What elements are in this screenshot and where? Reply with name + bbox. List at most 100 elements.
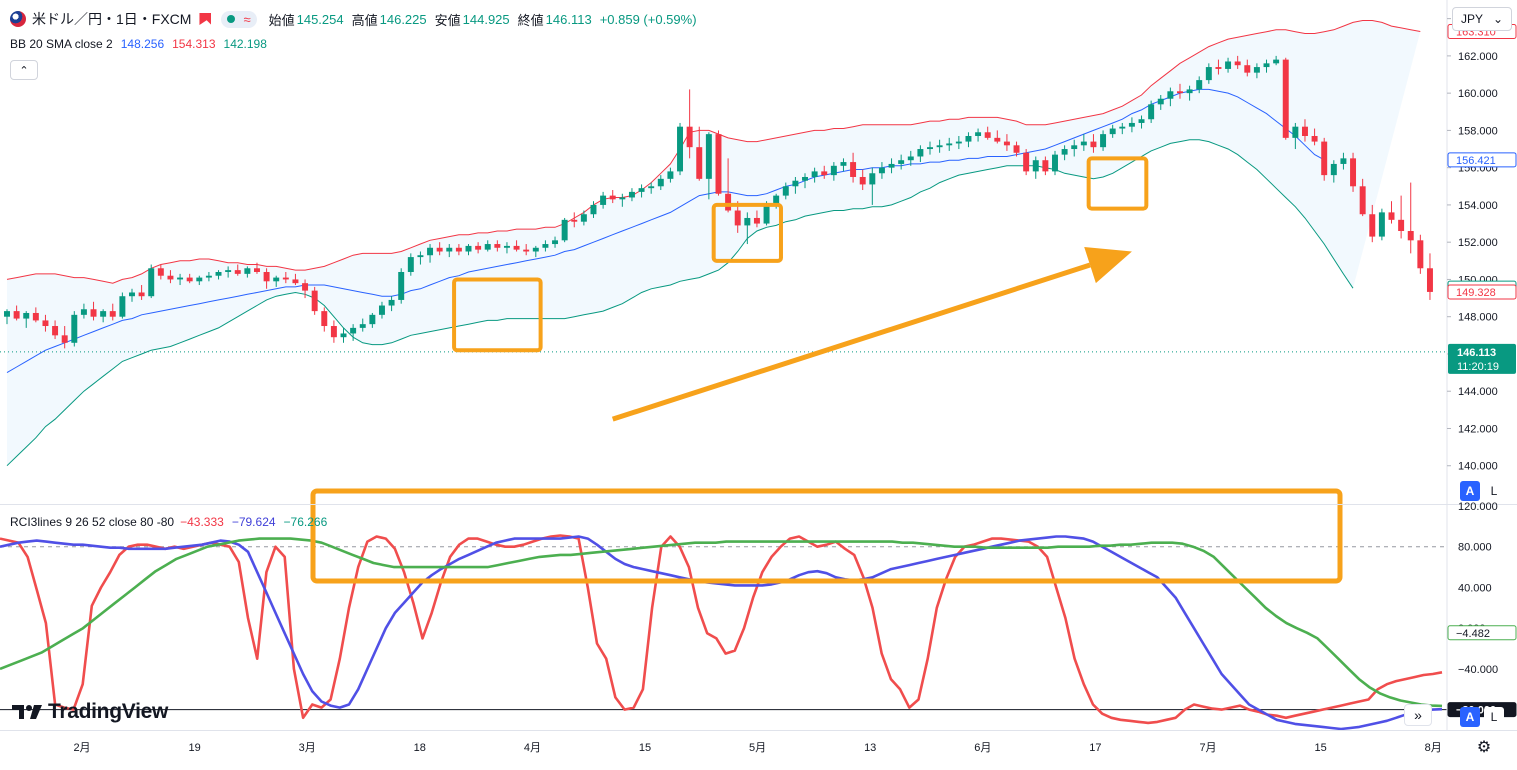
candle	[1128, 117, 1135, 133]
candle	[167, 270, 174, 284]
chevron-up-icon: ⌃	[19, 64, 29, 77]
candle-body	[1003, 141, 1010, 146]
candle	[946, 137, 953, 151]
candle-body	[946, 143, 953, 146]
log-scale-button[interactable]: L	[1484, 481, 1504, 501]
symbol-title[interactable]: 米ドル／円・1日・FXCM	[32, 11, 192, 27]
candle	[119, 292, 126, 319]
time-axis-label: 13	[864, 742, 876, 754]
data-status-pill[interactable]: ≈	[221, 10, 257, 28]
candle	[225, 266, 232, 278]
candle	[1186, 85, 1193, 101]
candle-body	[1119, 126, 1126, 129]
candle	[1301, 119, 1308, 142]
gear-icon[interactable]: ⚙	[1476, 739, 1492, 756]
candle	[715, 130, 722, 196]
scroll-to-realtime-button[interactable]: »	[1404, 704, 1432, 726]
candle	[1157, 95, 1164, 110]
candle	[619, 193, 626, 207]
candle-body	[177, 277, 184, 280]
last-close-badge-bg	[1447, 284, 1517, 300]
auto-scale-button[interactable]: A	[1460, 481, 1480, 501]
current-price-badge: 146.113 11:20:19	[1448, 343, 1516, 374]
candle-body	[157, 268, 164, 276]
candle	[1426, 253, 1433, 300]
candle-body	[571, 219, 578, 222]
candle	[350, 324, 357, 341]
price-tick-label: 152.000	[1458, 237, 1498, 249]
candle-body	[907, 156, 914, 161]
candle	[1177, 83, 1183, 99]
tradingview-logo[interactable]: TradingView	[12, 700, 168, 724]
rci-long-badge-text: −4.482	[1456, 628, 1490, 640]
candle-body	[1417, 240, 1424, 269]
price-axis-panel	[1447, 0, 1517, 770]
candle	[359, 318, 366, 332]
bb-legend[interactable]: BB 20 SMA close 2 148.256 154.313 142.19…	[10, 37, 275, 51]
candle-body	[1407, 231, 1414, 241]
current-price-badge-bg	[1448, 343, 1516, 374]
candle-body	[773, 195, 780, 205]
candle-body	[244, 268, 251, 274]
rci-log-scale-button[interactable]: L	[1484, 707, 1504, 727]
candle-body	[398, 271, 405, 300]
candle-body	[1177, 91, 1183, 94]
candle	[465, 244, 472, 256]
candle-body	[13, 311, 20, 319]
rci-auto-scale-button[interactable]: A	[1460, 707, 1480, 727]
candle	[898, 154, 905, 170]
price-tick-label: 140.000	[1458, 461, 1498, 473]
candle-body	[1388, 212, 1395, 220]
time-axis-label: 7月	[1199, 742, 1216, 754]
candle-body	[1359, 186, 1366, 215]
candle-body	[321, 311, 328, 327]
candle-body	[61, 335, 68, 343]
candle-body	[282, 277, 289, 280]
candle-body	[725, 193, 732, 211]
candle	[292, 273, 299, 286]
candle-body	[196, 277, 203, 282]
tradingview-logo-icon	[12, 705, 42, 719]
candle	[1215, 59, 1222, 75]
candle	[552, 236, 559, 248]
currency-value: JPY	[1461, 12, 1484, 26]
candle-body	[23, 312, 30, 319]
bb-basis-badge: 156.421	[1447, 152, 1517, 168]
price-tick-label: 142.000	[1458, 423, 1498, 435]
candle	[1273, 55, 1280, 66]
rci-legend[interactable]: RCI3lines 9 26 52 close 80 -80 −43.333 −…	[10, 515, 335, 529]
candle-body	[484, 244, 491, 250]
candle-body	[1157, 98, 1164, 105]
candle	[542, 240, 549, 252]
candle-body	[821, 171, 828, 176]
candle	[484, 240, 491, 252]
wave-icon: ≈	[243, 11, 251, 27]
collapse-legend-button[interactable]: ⌃	[10, 60, 38, 80]
candle-body	[1263, 63, 1270, 68]
candle-body	[523, 249, 530, 252]
candle	[1263, 59, 1270, 73]
candle	[1052, 150, 1058, 176]
candle-body	[340, 333, 347, 338]
candle-body	[167, 275, 174, 280]
candle-body	[1148, 104, 1155, 120]
bb-upper-value: 154.313	[172, 37, 216, 51]
candle	[42, 314, 49, 332]
live-dot-icon	[227, 15, 236, 23]
trend-arrow-shaft	[611, 262, 1091, 422]
candle	[580, 210, 587, 226]
last-close-badge-text: 149.328	[1456, 287, 1496, 299]
countdown-text: 11:20:19	[1457, 361, 1499, 373]
candle	[1244, 59, 1251, 77]
currency-select[interactable]: JPY ⌄	[1452, 7, 1512, 31]
candle-body	[830, 165, 837, 176]
candle	[677, 122, 684, 176]
candle-body	[917, 149, 924, 157]
candle-body	[628, 191, 635, 198]
candle-body	[1061, 149, 1068, 155]
candle-body	[119, 296, 126, 317]
candle-body	[1023, 152, 1030, 172]
candle-body	[1109, 128, 1116, 135]
candle	[753, 210, 760, 228]
